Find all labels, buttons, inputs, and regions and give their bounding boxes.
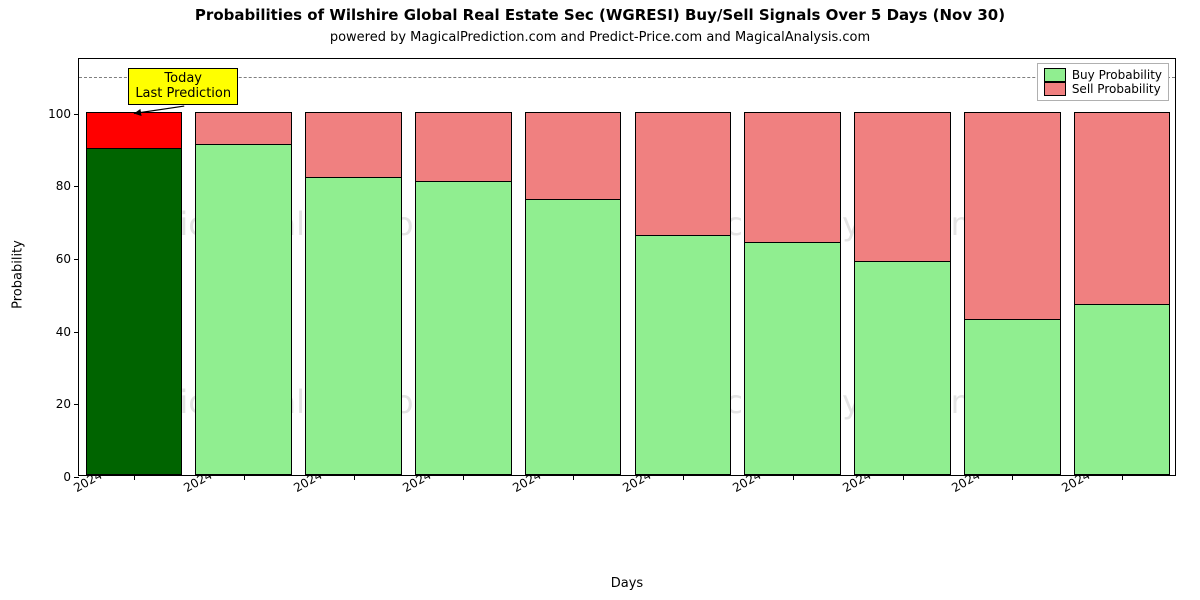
legend-label-sell: Sell Probability [1072, 82, 1161, 96]
legend-item-buy: Buy Probability [1044, 68, 1162, 82]
legend-item-sell: Sell Probability [1044, 82, 1162, 96]
legend-label-buy: Buy Probability [1072, 68, 1162, 82]
today-annotation: Today Last Prediction [128, 68, 238, 105]
annotation-line2: Last Prediction [135, 86, 231, 102]
chart-title: Probabilities of Wilshire Global Real Es… [0, 6, 1200, 24]
chart-subtitle: powered by MagicalPrediction.com and Pre… [0, 30, 1200, 45]
y-axis-label: Probability [11, 215, 26, 335]
legend-swatch-buy [1044, 68, 1066, 82]
x-axis-label: Days [78, 576, 1176, 591]
legend: Buy Probability Sell Probability [1037, 63, 1169, 101]
chart-container: Probabilities of Wilshire Global Real Es… [0, 0, 1200, 600]
annotation-line1: Today [135, 71, 231, 87]
annotation-arrow [79, 59, 1177, 477]
legend-swatch-sell [1044, 82, 1066, 96]
plot-area: Today Last Prediction Buy Probability Se… [78, 58, 1176, 476]
